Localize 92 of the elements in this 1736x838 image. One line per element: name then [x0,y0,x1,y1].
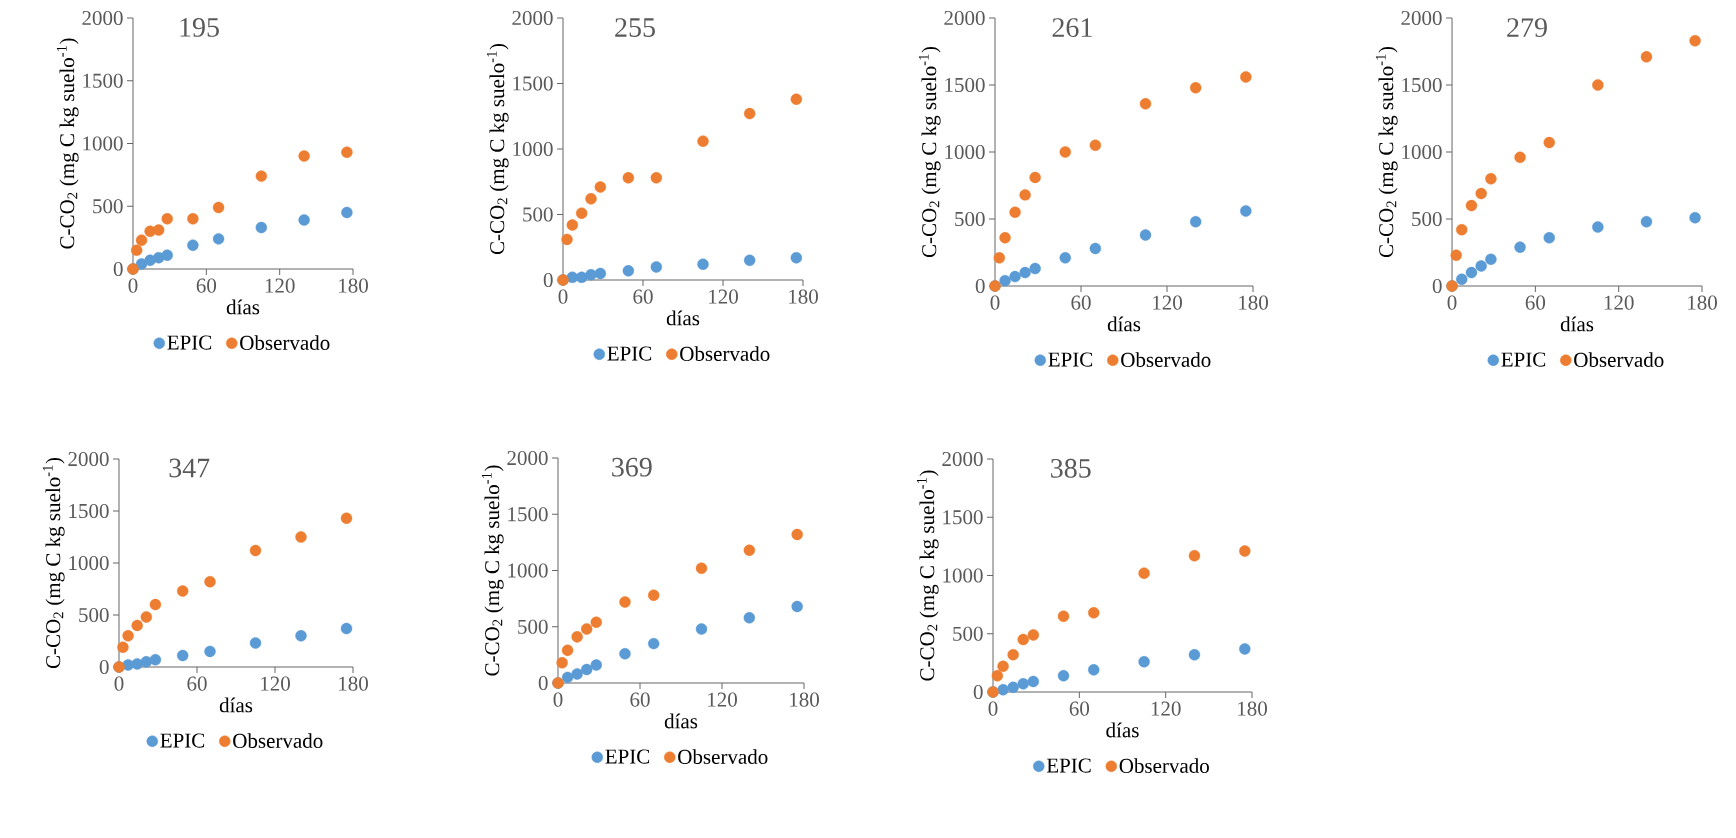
x-tick-label: 180 [790,692,819,707]
legend-label: Observado [1121,352,1211,367]
x-tick-label: 60 [1069,701,1090,716]
y-tick-label: 1500 [945,77,985,93]
x-tick-label: 60 [1525,295,1546,310]
x-axis-title: días [664,713,698,729]
y-axis-title: C-CO$_{2}$ (mg C kg suelo$^{-1}$) [918,46,941,258]
x-tick-label: 180 [1239,295,1268,310]
x-tick-label: 180 [339,676,368,691]
legend-label: Observado [680,346,770,361]
y-tick-label: 1500 [943,510,983,525]
chart-title: 279 [1507,18,1547,38]
x-tick-label: 60 [1071,295,1091,310]
y-tick-label: 500 [523,207,553,222]
y-tick-label: 500 [955,211,985,227]
y-tick-label: 1000 [513,141,553,157]
y-tick-label: 500 [953,626,983,641]
chart-title: 195 [180,18,219,37]
y-tick-label: 1000 [83,136,123,151]
chart-title: 385 [1051,458,1091,478]
x-axis-title: días [1107,316,1141,332]
x-axis-title: días [666,310,700,326]
legend-label: EPIC [160,733,205,748]
x-tick-label: 0 [990,295,1000,310]
y-tick-label: 2000 [1401,10,1442,26]
legend-label: EPIC [1046,758,1091,773]
y-axis-title: C-CO$_{2}$ (mg C kg suelo$^{-1}$) [916,470,939,681]
legend-label: Observado [240,335,330,350]
y-tick-label: 500 [518,619,548,634]
y-tick-label: 1500 [69,503,109,519]
x-axis-title: días [226,299,260,315]
legend-label: EPIC [167,335,212,350]
chart-title: 347 [169,458,210,478]
chart-title: 255 [615,18,655,37]
x-tick-label: 0 [553,692,563,707]
x-tick-label: 60 [633,289,653,304]
y-tick-label: 2000 [942,451,983,467]
y-tick-label: 1000 [943,568,983,583]
y-tick-label: 0 [99,659,109,675]
y-tick-label: 1500 [1402,77,1442,93]
x-tick-label: 120 [1604,295,1634,310]
y-tick-label: 1000 [945,144,985,160]
chart-title: 261 [1052,18,1092,38]
x-axis-title: días [1106,722,1139,738]
y-axis-title: C-CO$_{2}$ (mg C kg suelo$^{-1}$) [486,43,509,255]
x-tick-label: 120 [708,692,737,707]
y-tick-label: 1000 [1402,144,1442,160]
x-tick-label: 60 [196,278,217,293]
y-tick-label: 1500 [508,507,548,522]
x-tick-label: 120 [709,289,738,304]
x-tick-label: 180 [339,278,368,293]
y-tick-label: 500 [79,607,109,623]
y-axis-title: C-CO$_{2}$ (mg C kg suelo$^{-1}$) [1375,46,1398,258]
x-tick-label: 120 [1153,295,1182,310]
y-tick-label: 1500 [83,73,123,88]
y-tick-label: 0 [113,261,123,277]
y-tick-label: 1500 [513,76,553,91]
y-tick-label: 2000 [507,450,548,466]
y-tick-label: 2000 [512,10,553,26]
legend-label: EPIC [1048,352,1093,367]
legend-label: Observado [1119,758,1209,773]
x-tick-label: 60 [630,692,650,707]
legend-label: Observado [233,733,323,748]
x-axis-title: días [219,697,253,713]
y-tick-label: 1000 [69,555,109,571]
legend-label: Observado [678,749,768,764]
x-tick-label: 0 [1447,295,1457,310]
y-axis-title: C-CO$_{2}$ (mg C kg suelo$^{-1}$) [481,465,504,676]
chart-title: 369 [612,457,652,477]
y-tick-label: 500 [1412,211,1442,227]
y-tick-label: 2000 [82,10,123,26]
x-tick-label: 120 [1151,701,1181,716]
legend-label: EPIC [1501,352,1546,367]
x-tick-label: 0 [128,278,138,293]
y-tick-label: 1000 [508,563,548,578]
legend-label: Observado [1574,352,1664,367]
legend-label: EPIC [607,346,652,361]
legend-label: EPIC [605,749,650,764]
y-tick-label: 500 [93,199,123,214]
y-tick-label: 2000 [68,451,109,467]
y-axis-title: C-CO$_{2}$ (mg C kg suelo$^{-1}$) [42,457,65,669]
x-tick-label: 120 [261,676,290,691]
y-tick-label: 2000 [944,10,985,26]
x-tick-label: 180 [1238,701,1267,716]
x-tick-label: 60 [187,676,207,691]
x-tick-label: 0 [988,701,998,716]
x-tick-label: 120 [265,278,295,293]
x-tick-label: 0 [558,289,568,304]
x-axis-title: días [1560,316,1594,332]
x-tick-label: 180 [1688,295,1717,310]
x-tick-label: 180 [789,289,818,304]
y-axis-title: C-CO$_{2}$ (mg C kg suelo$^{-1}$) [56,38,79,249]
